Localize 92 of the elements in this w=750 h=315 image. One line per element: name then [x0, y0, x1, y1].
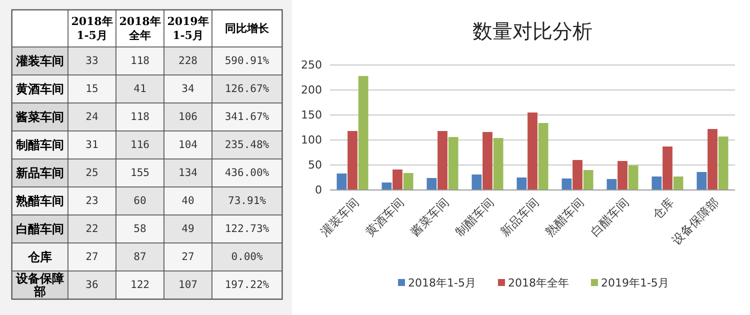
- category-label: 仓库: [27, 250, 52, 264]
- bar: [358, 76, 368, 190]
- data-label: 73.91%: [228, 195, 267, 207]
- x-tick-label: 酱菜车间: [408, 195, 452, 239]
- category-label: 黄酒车间: [15, 82, 64, 96]
- x-tick-label: 黄酒车间: [362, 195, 406, 239]
- y-tick-label: 50: [308, 158, 322, 172]
- chart-title: 数量对比分析: [472, 19, 592, 43]
- bar: [618, 161, 628, 190]
- data-label: 116: [130, 139, 150, 151]
- data-label: 341.67%: [224, 111, 270, 123]
- data-label: 436.00%: [224, 167, 270, 179]
- data-label: 107: [178, 279, 198, 291]
- bar: [562, 178, 572, 190]
- bar: [493, 138, 504, 190]
- legend-label: 2018年全年: [508, 276, 569, 290]
- data-label: 33: [86, 55, 98, 67]
- legend-label: 2019年1-5月: [600, 276, 669, 290]
- bar: [426, 178, 437, 190]
- series-label: 2018年全年: [119, 15, 161, 42]
- series-label: 2019年1-5月: [167, 15, 209, 42]
- data-label: 235.48%: [224, 139, 270, 151]
- bar: [718, 136, 728, 190]
- category-label: 新品车间: [15, 166, 64, 180]
- data-label: 25: [86, 167, 98, 179]
- data-label: 60: [134, 195, 146, 207]
- bar: [662, 146, 672, 190]
- x-tick-label: 白醋车间: [588, 195, 632, 239]
- data-label: 23: [86, 195, 98, 207]
- x-tick-label: 熟醋车间: [542, 195, 586, 239]
- data-label: 126.67%: [224, 83, 270, 95]
- data-label: 36: [86, 279, 98, 291]
- bar: [336, 174, 347, 190]
- bar: [382, 182, 392, 190]
- bar: [438, 131, 448, 190]
- data-label: 24: [86, 111, 98, 123]
- y-tick-label: 0: [315, 184, 322, 196]
- bar: [583, 170, 594, 190]
- bar: [392, 170, 402, 190]
- data-label: 228: [178, 55, 198, 67]
- x-tick-label: 制醋车间: [452, 195, 496, 239]
- data-label: 106: [178, 111, 198, 123]
- data-label: 22: [86, 223, 98, 235]
- data-label: 134: [178, 167, 198, 179]
- bar: [516, 178, 527, 190]
- y-tick-label: 250: [301, 58, 322, 72]
- data-label: 118: [130, 55, 150, 67]
- series-label: 同比增长: [225, 22, 270, 35]
- data-label: 41: [134, 83, 146, 95]
- category-label: 灌装车间: [15, 54, 64, 68]
- series-label: 2018年1-5月: [71, 15, 113, 42]
- x-tick-label: 新品车间: [498, 195, 542, 239]
- category-label: 制醋车间: [15, 138, 64, 152]
- data-label: 27: [86, 251, 98, 263]
- y-tick-label: 150: [301, 108, 322, 122]
- legend-label: 2018年1-5月: [408, 276, 476, 290]
- data-label: 155: [130, 167, 150, 179]
- data-label: 15: [86, 83, 98, 95]
- data-label: 118: [130, 111, 150, 123]
- bar: [472, 174, 482, 190]
- bar: [538, 123, 548, 190]
- data-label: 122: [130, 279, 150, 291]
- data-label: 590.91%: [224, 55, 270, 67]
- data-label: 58: [134, 223, 146, 235]
- data-label: 49: [182, 223, 194, 235]
- data-label: 31: [86, 139, 98, 151]
- data-label: 87: [134, 251, 146, 263]
- data-label: 40: [182, 195, 194, 207]
- data-label: 0.00%: [231, 251, 264, 263]
- x-tick-label: 仓库: [650, 195, 676, 222]
- category-label: 设备保障部: [15, 272, 64, 298]
- bar: [606, 179, 617, 190]
- bar: [708, 129, 718, 190]
- data-label: 122.73%: [224, 223, 270, 235]
- data-label: 27: [182, 251, 194, 263]
- bar: [652, 176, 662, 190]
- data-label: 34: [182, 83, 194, 95]
- x-tick-label: 灌装车间: [318, 195, 362, 239]
- bar: [696, 172, 707, 190]
- y-tick-label: 200: [301, 84, 322, 96]
- bar: [348, 131, 358, 190]
- data-label: 197.22%: [224, 279, 270, 291]
- bar: [528, 112, 538, 190]
- data-label: 104: [178, 139, 198, 151]
- bar: [628, 166, 638, 190]
- bar: [403, 173, 414, 190]
- bar: [448, 137, 458, 190]
- y-tick-label: 100: [301, 134, 322, 146]
- bar: [673, 176, 684, 190]
- bar: [482, 132, 492, 190]
- category-label: 酱菜车间: [15, 110, 64, 124]
- bar: [572, 160, 582, 190]
